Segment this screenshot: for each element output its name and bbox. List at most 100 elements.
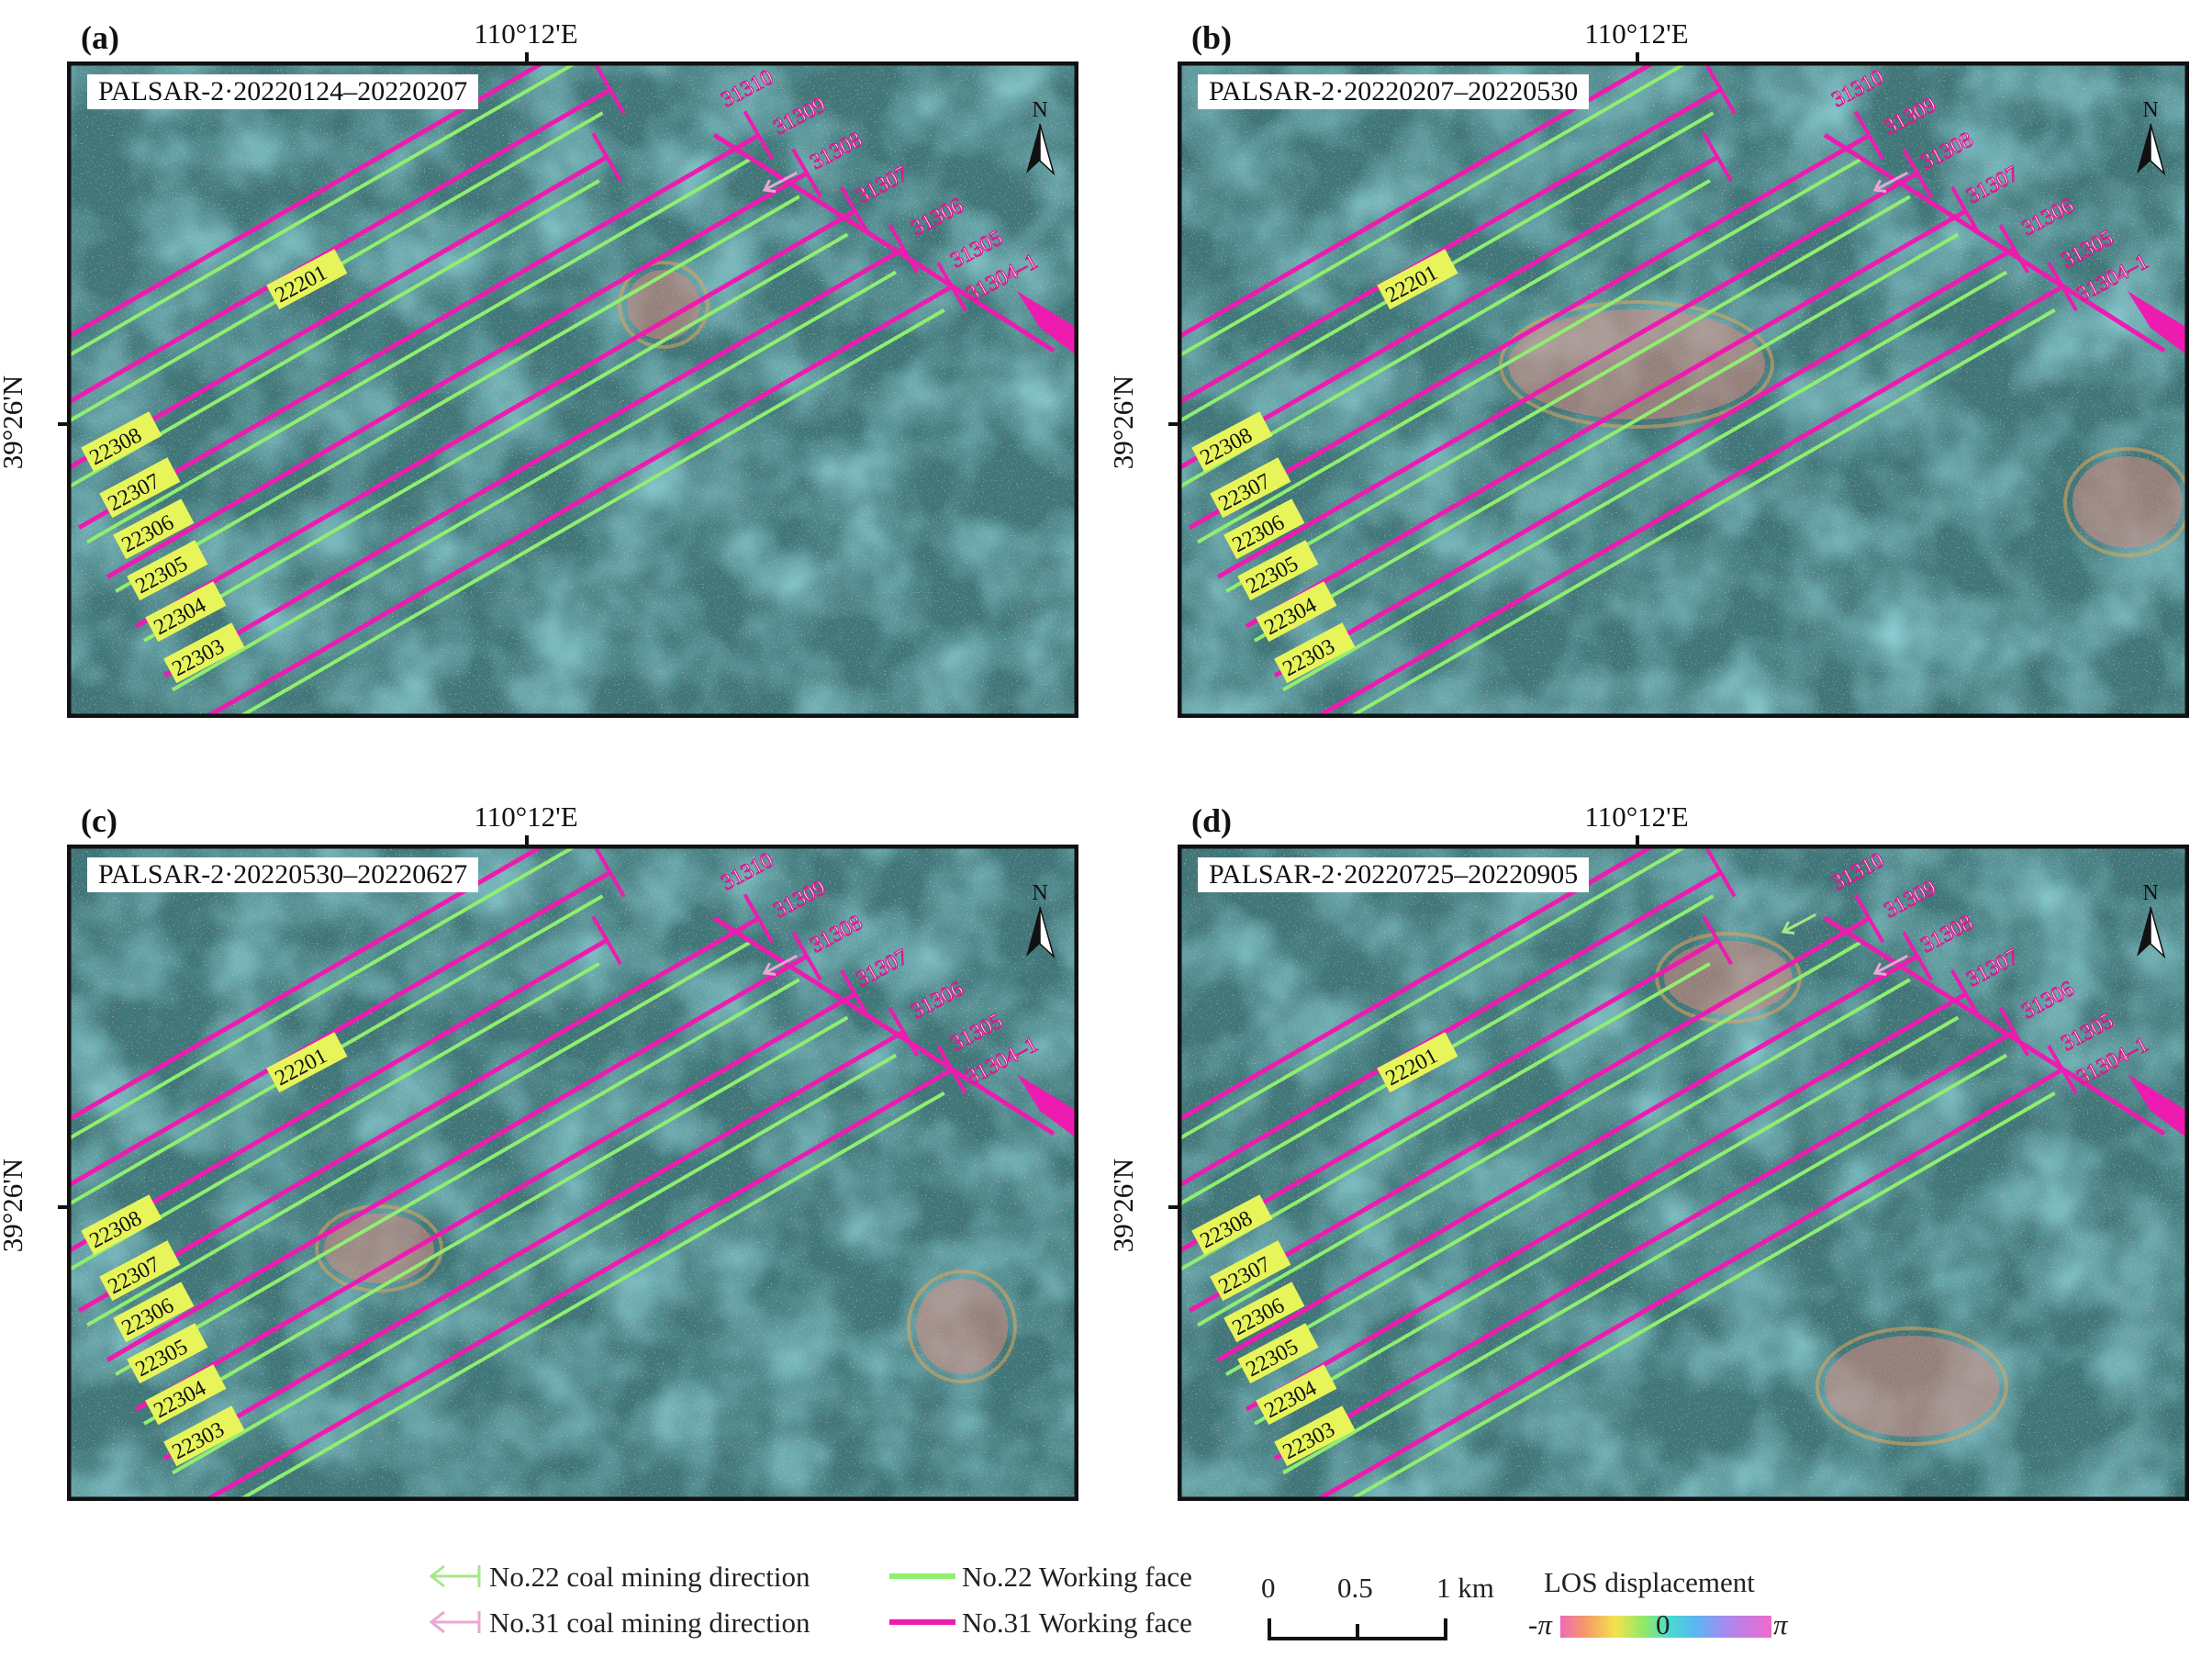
no22-face-line xyxy=(1253,1015,1960,1426)
north-arrow-right-half xyxy=(1039,123,1056,176)
face-end-line xyxy=(591,915,622,966)
no31-face-line xyxy=(162,1029,905,1461)
panel-title: PALSAR-2·20220725–20220905 xyxy=(1198,857,1590,892)
latitude-tick xyxy=(58,422,69,426)
longitude-label: 110°12'E xyxy=(474,17,578,50)
no31-direction-arrow xyxy=(762,171,799,193)
panel-title: PALSAR-2·20220207–20220530 xyxy=(1198,74,1590,109)
no22-face-label-box xyxy=(1377,249,1458,310)
panel-frame xyxy=(67,62,1078,718)
deformation-rim xyxy=(618,261,709,349)
no31-face-line xyxy=(1178,845,1660,1124)
no22-face-label-box xyxy=(81,1194,162,1256)
face-end-line xyxy=(1998,223,2030,274)
face-end-line xyxy=(1998,1006,2030,1057)
longitude-label: 110°12'E xyxy=(1584,17,1689,50)
no22-face-label-box xyxy=(266,1032,348,1093)
no31-direction-icon xyxy=(429,1610,481,1634)
longitude-tick xyxy=(1636,835,1639,846)
interferogram-map: 31310313093130831307313063130531304–1222… xyxy=(67,845,1078,1501)
no31-face-corner xyxy=(1017,291,1077,355)
phase-noise-texture xyxy=(67,62,1078,718)
mining-direction-arrows xyxy=(762,171,799,193)
no31-face-line xyxy=(1311,284,2064,718)
no22-face-label-box xyxy=(1237,540,1319,601)
north-arrow-right-half xyxy=(2150,906,2166,959)
no22-direction-icon xyxy=(429,1564,481,1588)
scale-bar xyxy=(1268,1618,1447,1640)
no22-face-line xyxy=(67,62,582,359)
deformation-rim xyxy=(907,1270,1017,1383)
latitude-tick xyxy=(58,1205,69,1209)
no31-face-corner xyxy=(2128,1074,2187,1138)
no31-face-boundary xyxy=(1823,915,2166,1136)
latitude-label: 39°26'N xyxy=(1107,375,1140,470)
north-arrow-label: N xyxy=(2142,881,2158,905)
face-end-line xyxy=(1702,915,1733,966)
longitude-label: 110°12'E xyxy=(474,800,578,833)
no22-face-line xyxy=(171,1053,898,1475)
mining-direction-arrows xyxy=(762,954,799,976)
no22-face-label-box xyxy=(1210,1240,1291,1302)
los-zero-label: 0 xyxy=(1656,1608,1670,1640)
north-arrow-right-half xyxy=(2150,123,2166,176)
north-arrow-label: N xyxy=(2142,98,2158,122)
panel-title: PALSAR-2·20220530–20220627 xyxy=(87,857,479,892)
panel-letter: (a) xyxy=(76,19,124,56)
los-min-label: -π xyxy=(1528,1608,1552,1640)
latitude-label: 39°26'N xyxy=(0,375,29,470)
face-end-line xyxy=(888,1006,920,1057)
no31-face-line xyxy=(1273,1029,2016,1461)
deformation-zone xyxy=(916,1279,1008,1374)
los-colorbar xyxy=(1560,1616,1771,1638)
panel-frame xyxy=(67,845,1078,1501)
no22-face-line xyxy=(1178,845,1693,1142)
no22-direction-label: No.22 coal mining direction xyxy=(489,1561,810,1593)
no31-direction-label: No.31 coal mining direction xyxy=(489,1606,810,1639)
no22-face-line xyxy=(114,978,800,1376)
no31-face-line xyxy=(106,171,809,579)
deformation-rim xyxy=(1499,300,1774,429)
no31-face-corner xyxy=(1017,1074,1077,1138)
working-faces xyxy=(1178,845,2187,1501)
scale-label-half: 0.5 xyxy=(1337,1572,1373,1604)
latitude-tick xyxy=(1168,1205,1179,1209)
face-end-line xyxy=(1853,893,1885,944)
longitude-tick xyxy=(525,835,529,846)
north-arrow-label: N xyxy=(1032,98,1047,122)
no22-face-label-box xyxy=(127,1323,208,1384)
no31-face-line xyxy=(77,916,760,1314)
longitude-tick xyxy=(1636,52,1639,63)
no22-face-line xyxy=(1345,1091,2056,1501)
no22-face-line xyxy=(67,845,582,1142)
no22-face-label-box xyxy=(1274,622,1356,684)
no31-face-line xyxy=(1273,246,2016,678)
no31-face-line xyxy=(1245,991,1967,1412)
north-arrow-left-half xyxy=(1026,907,1040,957)
deformation-zone xyxy=(2072,456,2183,548)
north-arrow-label: N xyxy=(1032,881,1047,905)
no22-face-label-box xyxy=(113,498,195,560)
no22-face-label-box xyxy=(99,1240,181,1302)
no31-direction-arrow xyxy=(762,954,799,976)
no22-face-label-box xyxy=(81,411,162,473)
no31-direction-arrow xyxy=(1872,171,1909,193)
no22-face-label: No.22 Working face xyxy=(962,1561,1192,1593)
face-end-line xyxy=(1702,132,1733,183)
deformation-rim xyxy=(315,1204,443,1293)
face-end-line xyxy=(839,968,871,1019)
no22-face-icon xyxy=(889,1573,955,1579)
no22-face-label-box xyxy=(163,1405,245,1467)
latitude-label: 39°26'N xyxy=(1107,1158,1140,1253)
no22-face-label-box xyxy=(1223,498,1305,560)
panel-letter: (d) xyxy=(1187,802,1236,839)
no22-face-label-box xyxy=(1191,1194,1273,1256)
face-end-line xyxy=(595,847,626,898)
face-end-line xyxy=(1949,968,1982,1019)
no31-face-line xyxy=(1245,208,1967,629)
no22-face-line xyxy=(1281,270,2008,692)
no22-face-label-box xyxy=(145,581,227,643)
mining-direction-arrows xyxy=(1872,171,1909,193)
no31-face-line xyxy=(67,845,550,1124)
face-end-line xyxy=(743,110,775,161)
